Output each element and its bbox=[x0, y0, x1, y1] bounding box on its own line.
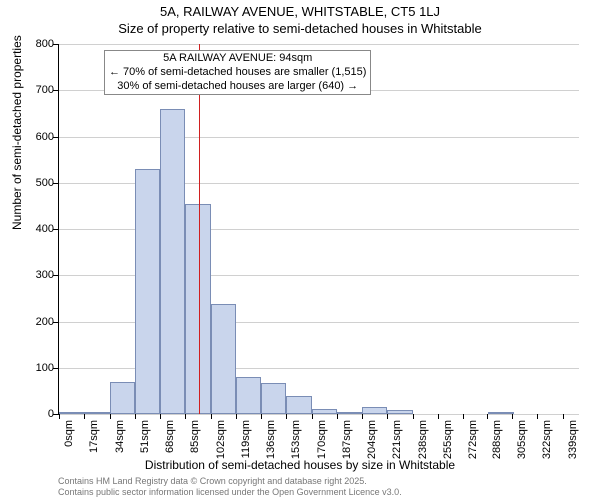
x-tick-mark bbox=[286, 414, 287, 419]
histogram-bar bbox=[312, 409, 337, 414]
x-tick-mark bbox=[537, 414, 538, 419]
x-tick-mark bbox=[261, 414, 262, 419]
annotation-box: 5A RAILWAY AVENUE: 94sqm← 70% of semi-de… bbox=[104, 50, 371, 95]
reference-line bbox=[199, 44, 201, 414]
x-tick-mark bbox=[211, 414, 212, 419]
y-tick-label: 100 bbox=[24, 362, 54, 374]
chart-title: 5A, RAILWAY AVENUE, WHITSTABLE, CT5 1LJ … bbox=[0, 0, 600, 38]
x-tick-label: 255sqm bbox=[442, 420, 454, 459]
histogram-bar bbox=[337, 412, 362, 414]
x-tick-label: 204sqm bbox=[366, 420, 378, 459]
x-tick-mark bbox=[362, 414, 363, 419]
x-tick-mark bbox=[438, 414, 439, 419]
x-tick-label: 339sqm bbox=[567, 420, 579, 459]
x-tick-mark bbox=[84, 414, 85, 419]
x-tick-label: 102sqm bbox=[215, 420, 227, 459]
x-tick-mark bbox=[59, 414, 60, 419]
x-tick-label: 170sqm bbox=[316, 420, 328, 459]
annotation-line: ← 70% of semi-detached houses are smalle… bbox=[109, 66, 366, 80]
chart-container: 5A, RAILWAY AVENUE, WHITSTABLE, CT5 1LJ … bbox=[0, 0, 600, 500]
x-tick-mark bbox=[160, 414, 161, 419]
x-tick-label: 51sqm bbox=[139, 420, 151, 453]
histogram-bar bbox=[286, 396, 311, 415]
x-tick-label: 288sqm bbox=[491, 420, 503, 459]
x-tick-label: 119sqm bbox=[240, 420, 252, 458]
x-tick-mark bbox=[487, 414, 488, 419]
y-tick-label: 600 bbox=[24, 131, 54, 143]
x-tick-mark bbox=[512, 414, 513, 419]
x-tick-mark bbox=[135, 414, 136, 419]
x-tick-mark bbox=[337, 414, 338, 419]
histogram-bar bbox=[387, 410, 412, 414]
x-tick-label: 238sqm bbox=[417, 420, 429, 459]
x-tick-label: 322sqm bbox=[541, 420, 553, 459]
annotation-line: 5A RAILWAY AVENUE: 94sqm bbox=[109, 52, 366, 66]
x-tick-mark bbox=[387, 414, 388, 419]
y-tick-label: 700 bbox=[24, 84, 54, 96]
x-tick-label: 68sqm bbox=[164, 420, 176, 453]
histogram-bar bbox=[488, 412, 513, 414]
footer: Contains HM Land Registry data © Crown c… bbox=[58, 476, 402, 498]
x-tick-mark bbox=[413, 414, 414, 419]
title-line-1: 5A, RAILWAY AVENUE, WHITSTABLE, CT5 1LJ bbox=[0, 4, 600, 21]
x-tick-label: 136sqm bbox=[265, 420, 277, 459]
y-tick-label: 500 bbox=[24, 177, 54, 189]
x-tick-label: 85sqm bbox=[189, 420, 201, 453]
histogram-bar bbox=[211, 304, 236, 414]
footer-line-2: Contains public sector information licen… bbox=[58, 487, 402, 498]
histogram-bar bbox=[160, 109, 185, 414]
x-tick-label: 153sqm bbox=[290, 420, 302, 459]
x-axis-label: Distribution of semi-detached houses by … bbox=[0, 458, 600, 472]
x-tick-mark bbox=[185, 414, 186, 419]
x-tick-label: 305sqm bbox=[516, 420, 528, 459]
x-tick-mark bbox=[463, 414, 464, 419]
y-axis-label: Number of semi-detached properties bbox=[10, 35, 24, 230]
x-tick-label: 272sqm bbox=[467, 420, 479, 459]
x-tick-mark bbox=[236, 414, 237, 419]
annotation-line: 30% of semi-detached houses are larger (… bbox=[109, 80, 366, 94]
histogram-bar bbox=[59, 412, 84, 414]
x-tick-label: 221sqm bbox=[391, 420, 403, 459]
y-tick-label: 800 bbox=[24, 38, 54, 50]
footer-line-1: Contains HM Land Registry data © Crown c… bbox=[58, 476, 402, 487]
histogram-bar bbox=[261, 383, 286, 414]
histogram-bar bbox=[84, 412, 109, 414]
grid-line bbox=[59, 137, 579, 138]
y-tick-label: 300 bbox=[24, 269, 54, 281]
x-tick-label: 0sqm bbox=[63, 420, 75, 447]
y-tick-label: 200 bbox=[24, 316, 54, 328]
y-tick-label: 400 bbox=[24, 223, 54, 235]
y-tick-label: 0 bbox=[24, 408, 54, 420]
chart-area: 01002003004005006007008000sqm17sqm34sqm5… bbox=[58, 44, 578, 414]
x-tick-mark bbox=[312, 414, 313, 419]
x-tick-label: 34sqm bbox=[114, 420, 126, 453]
grid-line bbox=[59, 414, 579, 415]
histogram-bar bbox=[362, 407, 387, 414]
x-tick-label: 187sqm bbox=[341, 420, 353, 459]
grid-line bbox=[59, 44, 579, 45]
x-tick-label: 17sqm bbox=[88, 420, 100, 453]
histogram-bar bbox=[236, 377, 261, 414]
title-line-2: Size of property relative to semi-detach… bbox=[0, 21, 600, 38]
x-tick-mark bbox=[110, 414, 111, 419]
histogram-bar bbox=[135, 169, 160, 414]
plot-area: 01002003004005006007008000sqm17sqm34sqm5… bbox=[58, 44, 579, 415]
x-tick-mark bbox=[563, 414, 564, 419]
histogram-bar bbox=[110, 382, 135, 414]
